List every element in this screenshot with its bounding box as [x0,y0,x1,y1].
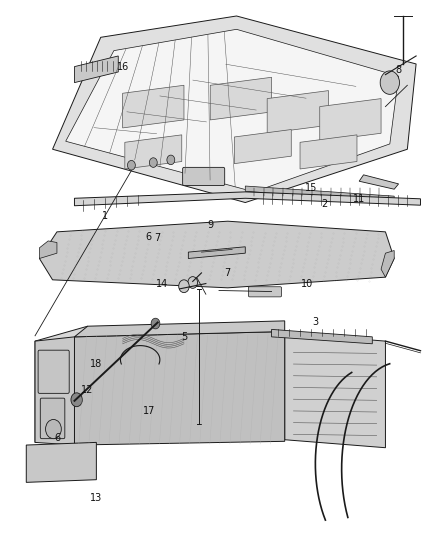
Polygon shape [74,56,118,83]
Polygon shape [245,186,394,201]
FancyBboxPatch shape [248,287,282,297]
Polygon shape [39,221,394,288]
Polygon shape [123,85,184,128]
Polygon shape [359,175,399,189]
Text: 18: 18 [90,359,102,368]
Polygon shape [74,192,420,206]
Text: 7: 7 [155,233,161,243]
Text: 10: 10 [300,279,313,288]
Circle shape [188,277,198,288]
Circle shape [127,160,135,170]
Text: 16: 16 [117,62,129,71]
FancyBboxPatch shape [183,167,225,185]
Text: 3: 3 [312,318,318,327]
Polygon shape [188,247,245,259]
Polygon shape [39,241,57,259]
Text: 1: 1 [102,211,108,221]
Text: 15: 15 [305,183,317,192]
FancyBboxPatch shape [40,398,65,439]
Text: 9: 9 [207,220,213,230]
Polygon shape [267,91,328,133]
Circle shape [46,419,61,439]
Polygon shape [35,326,88,442]
Text: 5: 5 [181,332,187,342]
Text: 12: 12 [81,385,94,395]
Circle shape [71,393,82,407]
Polygon shape [66,29,399,192]
Text: 6: 6 [146,232,152,242]
Text: 7: 7 [225,268,231,278]
Polygon shape [35,337,74,445]
Text: 2: 2 [321,199,327,208]
Text: 13: 13 [90,494,102,503]
Polygon shape [300,135,357,169]
Polygon shape [26,442,96,482]
Circle shape [380,71,399,94]
Text: 11: 11 [353,194,365,204]
Text: 6: 6 [54,433,60,443]
FancyBboxPatch shape [38,350,69,393]
Circle shape [179,280,189,293]
Polygon shape [320,99,381,141]
Circle shape [151,318,160,329]
Polygon shape [74,332,285,445]
Polygon shape [234,130,291,164]
Circle shape [149,158,157,167]
Polygon shape [74,321,285,337]
Circle shape [167,155,175,165]
Polygon shape [285,333,385,448]
Polygon shape [381,251,394,277]
Polygon shape [272,329,372,344]
Text: 14: 14 [156,279,168,288]
Polygon shape [53,16,416,203]
Polygon shape [210,77,272,120]
Polygon shape [125,135,182,169]
Text: 17: 17 [143,407,155,416]
Text: 8: 8 [396,65,402,75]
